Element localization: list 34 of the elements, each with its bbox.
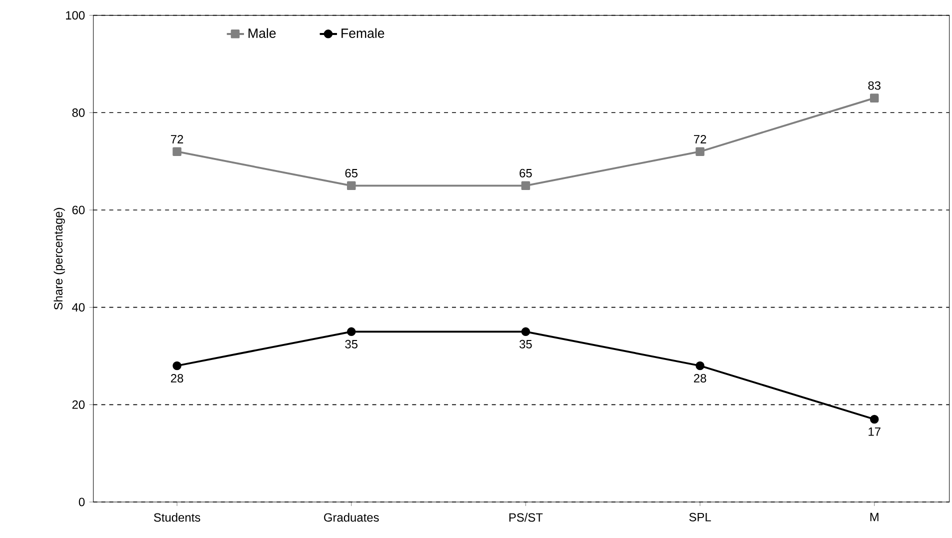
y-tick-label: 40 [72, 303, 85, 312]
x-tick-label: Graduates [324, 512, 379, 522]
data-label: 35 [345, 340, 358, 348]
data-label: 65 [345, 168, 358, 178]
point [346, 327, 356, 336]
x-tick-label: SPL [689, 512, 711, 522]
y-tick-label: 60 [72, 206, 85, 214]
point [521, 327, 530, 336]
point [870, 94, 879, 102]
data-label: 65 [520, 168, 532, 178]
data-label: 17 [868, 428, 880, 436]
y-tick-label: 100 [66, 11, 85, 20]
x-tick-label: M [870, 512, 878, 522]
x-tick-label: PS/ST [509, 512, 543, 522]
point [172, 147, 182, 156]
point [521, 181, 530, 190]
y-tick-label: 20 [72, 400, 85, 409]
data-label: 28 [694, 374, 706, 382]
legend-label: Male [248, 28, 276, 38]
data-label: 28 [170, 374, 184, 382]
y-axis-title: Share (percentage) [54, 208, 65, 310]
point [696, 361, 704, 370]
legend-label: Female [342, 28, 384, 38]
point [870, 414, 879, 424]
y-tick-label: 0 [78, 498, 85, 506]
data-label: 72 [170, 134, 184, 144]
point [346, 181, 356, 190]
data-label: 83 [868, 81, 880, 90]
data-label: 72 [694, 134, 706, 144]
point [696, 147, 704, 156]
point [172, 361, 182, 370]
data-label: 35 [520, 340, 532, 348]
x-tick-label: Students [154, 512, 200, 522]
y-tick-label: 80 [72, 108, 85, 117]
